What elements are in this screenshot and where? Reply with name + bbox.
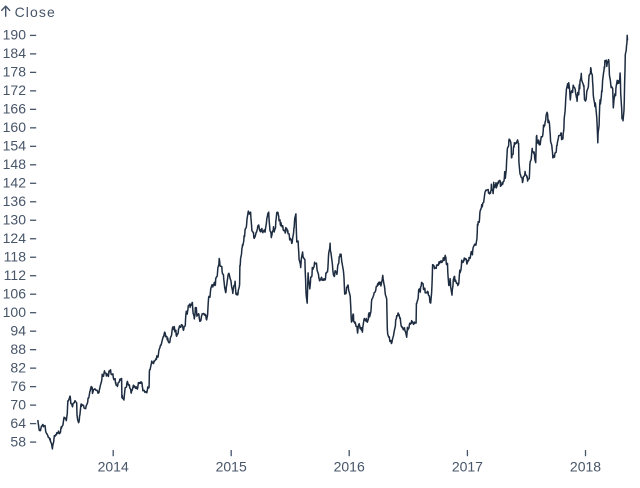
svg-text:118: 118 bbox=[4, 249, 27, 265]
svg-text:178: 178 bbox=[3, 64, 27, 80]
svg-text:136: 136 bbox=[3, 193, 27, 209]
svg-text:100: 100 bbox=[3, 304, 27, 320]
svg-text:106: 106 bbox=[3, 286, 27, 302]
svg-text:142: 142 bbox=[3, 175, 27, 191]
svg-text:148: 148 bbox=[3, 156, 27, 172]
svg-text:76: 76 bbox=[10, 378, 26, 394]
svg-text:64: 64 bbox=[10, 415, 26, 431]
svg-text:124: 124 bbox=[3, 230, 27, 246]
svg-text:2015: 2015 bbox=[216, 459, 247, 475]
svg-text:112: 112 bbox=[4, 267, 27, 283]
svg-text:82: 82 bbox=[10, 359, 26, 375]
svg-text:172: 172 bbox=[3, 82, 27, 98]
svg-text:2014: 2014 bbox=[98, 459, 129, 475]
svg-text:2016: 2016 bbox=[334, 459, 365, 475]
svg-text:130: 130 bbox=[3, 212, 27, 228]
svg-text:154: 154 bbox=[3, 138, 27, 154]
svg-text:58: 58 bbox=[10, 433, 26, 449]
svg-text:184: 184 bbox=[3, 45, 27, 61]
svg-text:166: 166 bbox=[3, 101, 27, 117]
svg-text:190: 190 bbox=[3, 27, 27, 43]
svg-text:88: 88 bbox=[10, 341, 26, 357]
svg-text:2018: 2018 bbox=[570, 459, 601, 475]
svg-text:2017: 2017 bbox=[452, 459, 483, 475]
svg-text:70: 70 bbox=[10, 396, 26, 412]
svg-text:160: 160 bbox=[3, 119, 27, 135]
svg-text:94: 94 bbox=[10, 322, 26, 338]
svg-text:Close: Close bbox=[15, 4, 56, 20]
